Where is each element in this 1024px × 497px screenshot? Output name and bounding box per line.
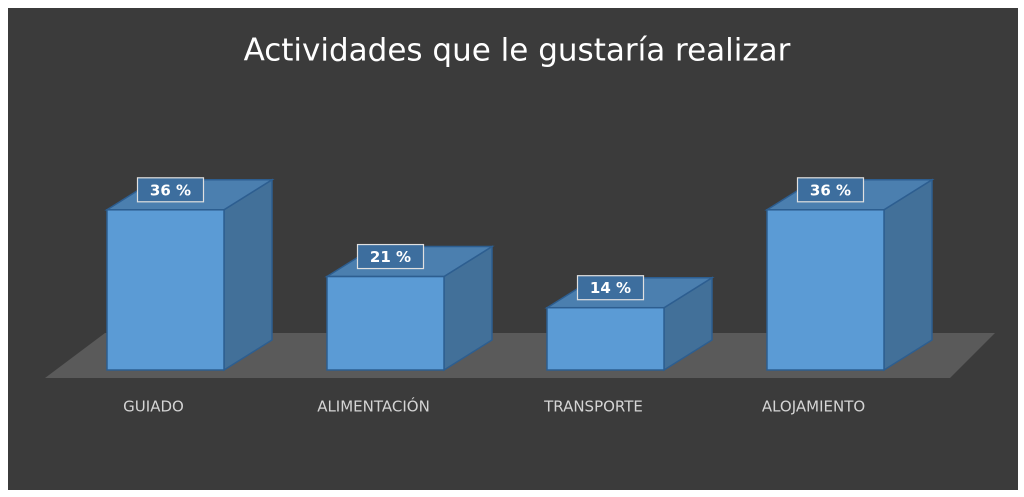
bars: 36 % GUIADO 21 % ALIMENTACIÓN 14 % TRANSPORTE… [104,177,935,416]
bar-front [106,209,225,371]
bar-side [883,178,933,372]
floor [45,333,995,378]
data-label-box [356,243,425,270]
data-label-box [136,177,205,203]
bar-front [326,275,445,371]
bar [764,178,935,372]
data-label: 36 % [150,181,191,199]
data-label: 21 % [370,248,411,266]
bar [104,178,275,372]
data-label-box [576,275,645,301]
data-label: 36 % [810,181,851,199]
x-tick-label: ALIMENTACIÓN [317,397,430,416]
data-label: 14 % [590,279,631,297]
x-tick-label: ALOJAMIENTO [762,398,865,416]
x-tick-label: GUIADO [123,398,184,416]
x-tick-label: TRANSPORTE [543,398,643,416]
bar-side [223,178,273,372]
bar-front [766,209,885,371]
bar [544,276,715,372]
data-label-box [796,177,865,203]
chart-title: Actividades que le gustaría realizar [244,33,791,69]
bar-front [546,306,665,371]
